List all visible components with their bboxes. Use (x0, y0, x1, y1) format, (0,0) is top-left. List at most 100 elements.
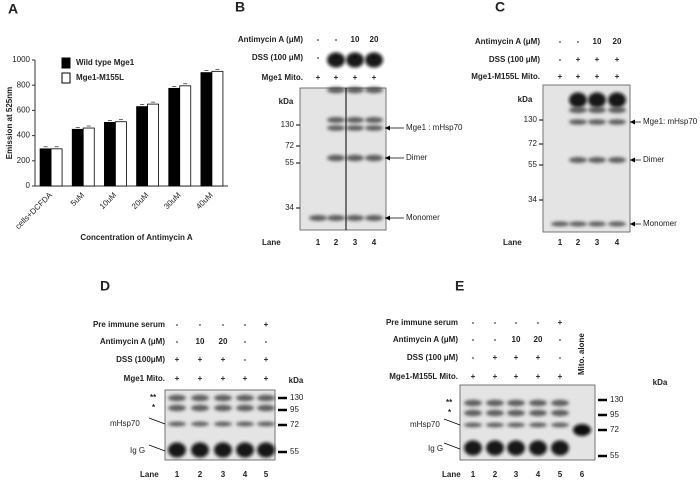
panel-label: E (455, 278, 464, 294)
blot-band (309, 215, 327, 221)
lane-condition: + (334, 73, 339, 82)
lane-condition: - (559, 335, 562, 344)
blot-band (507, 409, 525, 417)
band-label: mHsp70 (110, 419, 140, 428)
arrow-head (630, 157, 635, 163)
marker-label: 55 (285, 158, 294, 167)
band-label: Dimer (643, 155, 665, 164)
band-label: ** (150, 393, 157, 402)
blot-band (464, 409, 482, 417)
blot-band (529, 409, 547, 417)
blot-band (507, 399, 525, 407)
blot-band (551, 221, 569, 227)
lane-condition: 20 (534, 335, 543, 344)
x-tick-label: 30uM (162, 190, 183, 211)
band-label: ** (446, 398, 453, 407)
blot-band (365, 125, 383, 131)
lane-condition: 10 (512, 335, 521, 344)
lane-number: 4 (615, 238, 620, 247)
lane-number: 1 (316, 238, 321, 247)
panel-label: D (100, 278, 110, 294)
lane-number: 3 (353, 238, 358, 247)
blot-band (257, 442, 275, 458)
blot-band (191, 394, 209, 402)
row-label: DSS (100 μM) (407, 353, 458, 362)
legend-label: Mge1-M155L (76, 73, 124, 82)
lane-condition: + (493, 372, 498, 381)
lane-condition: + (198, 374, 203, 383)
lane-condition: - (494, 318, 497, 327)
blot-band (236, 421, 254, 427)
lane-number: 4 (372, 238, 377, 247)
marker-unit: kDa (518, 95, 533, 104)
band-label: Mge1: mHsp70 (643, 117, 698, 126)
blot-band (507, 440, 525, 456)
marker-label: 95 (610, 410, 619, 419)
marker-label: 34 (285, 203, 294, 212)
blot-band (327, 125, 345, 131)
x-tick-label: cells+DCFDA (14, 190, 55, 231)
y-tick-label: 800 (17, 80, 31, 89)
lane-condition: - (176, 320, 179, 329)
blot-band (486, 409, 504, 417)
blot-band (257, 394, 275, 402)
lane-number: 1 (471, 470, 476, 479)
lane-condition: - (244, 320, 247, 329)
lane-condition: + (558, 72, 563, 81)
blot-band (529, 422, 547, 428)
lane-title: Lane (442, 470, 461, 479)
legend-label: Wild type Mge1 (76, 58, 135, 67)
blot-band (236, 394, 254, 402)
blot-band (168, 421, 186, 427)
blot-band (464, 440, 482, 456)
lane-number: 3 (595, 238, 600, 247)
blot-band (327, 52, 345, 68)
blot-band (257, 404, 275, 412)
lane-condition: - (515, 318, 518, 327)
blot-band (346, 215, 364, 221)
marker-label: 130 (281, 120, 295, 129)
lane-condition: 20 (370, 35, 379, 44)
blot-band (588, 119, 606, 125)
y-tick-label: 400 (17, 131, 31, 140)
lane-condition: + (615, 72, 620, 81)
marker-label: 72 (528, 139, 537, 148)
lane-condition: - (244, 355, 247, 364)
marker-label: 55 (610, 451, 619, 460)
marker-label: 55 (290, 447, 299, 456)
bar (200, 72, 213, 187)
lane-condition: + (221, 355, 226, 364)
blot-band (588, 221, 606, 227)
blot-band (569, 92, 587, 108)
marker-label: 72 (290, 420, 299, 429)
band-arrow (148, 417, 166, 425)
lane-condition: - (199, 320, 202, 329)
lane-condition: + (175, 355, 180, 364)
blot-band (608, 119, 626, 125)
lane-condition: - (222, 320, 225, 329)
lane-condition: + (514, 372, 519, 381)
lane-number: 2 (493, 470, 498, 479)
blot-band (327, 215, 345, 221)
blot-band (551, 409, 569, 417)
blot-band (551, 440, 569, 456)
lane-number: 4 (536, 470, 541, 479)
band-arrow (148, 444, 166, 452)
lane-condition: + (536, 353, 541, 362)
lane-condition: - (577, 37, 580, 46)
lane-condition: 20 (219, 337, 228, 346)
blot-band (529, 440, 547, 456)
marker-label: 130 (290, 393, 304, 402)
band-arrow (443, 442, 461, 450)
y-tick-label: 200 (17, 156, 31, 165)
lane-condition: + (221, 374, 226, 383)
blot-band (214, 442, 232, 458)
marker-unit: kDa (653, 378, 668, 387)
lane-number: 2 (198, 470, 203, 479)
lane-condition: - (537, 318, 540, 327)
y-tick-label: 1000 (12, 55, 30, 64)
lane-title-vertical: Mito. alone (577, 333, 586, 375)
lane-condition: + (264, 320, 269, 329)
x-tick-label: 40uM (194, 190, 215, 211)
marker-label: 72 (610, 425, 619, 434)
